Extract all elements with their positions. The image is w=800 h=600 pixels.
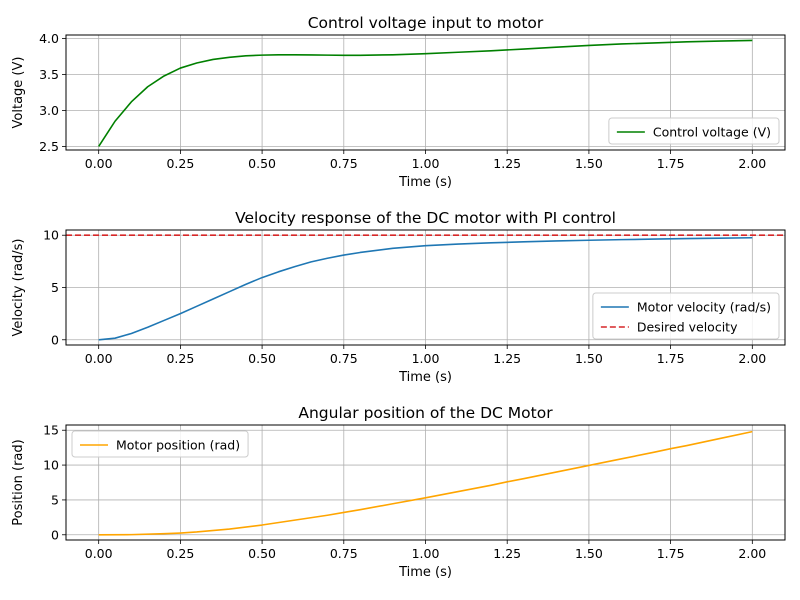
x-tick-label: 0.25 xyxy=(166,546,194,561)
x-tick-label: 0.50 xyxy=(248,351,276,366)
x-axis-label: Time (s) xyxy=(398,370,452,385)
x-tick-label: 0.25 xyxy=(166,156,194,171)
position-chart-panel: Angular position of the DC Motor Time (s… xyxy=(11,404,786,580)
series-line-0 xyxy=(98,236,753,341)
x-axis-label: Time (s) xyxy=(398,565,452,580)
x-tick-label: 1.25 xyxy=(493,156,521,171)
series-line-0 xyxy=(98,430,753,536)
x-tick-label: 1.00 xyxy=(412,546,440,561)
legend: Motor position (rad) xyxy=(71,430,249,458)
x-tick-label: 1.75 xyxy=(657,351,685,366)
legend-entry-motor-position: Motor position (rad) xyxy=(80,438,240,453)
legend-entry-desired-velocity: Desired velocity xyxy=(600,320,738,335)
legend-box xyxy=(592,292,780,340)
x-tick-label: 1.50 xyxy=(575,351,603,366)
x-tick-label: 2.00 xyxy=(738,546,766,561)
y-axis-label: Velocity (rad/s) xyxy=(11,239,26,337)
chart-title: Control voltage input to motor xyxy=(308,14,544,32)
x-tick-label: 1.50 xyxy=(575,156,603,171)
x-tick-label: 0.75 xyxy=(330,351,358,366)
y-tick-label: 5 xyxy=(51,280,59,295)
x-tick-label: 1.00 xyxy=(412,156,440,171)
x-tick-label: 1.75 xyxy=(657,156,685,171)
series-line-0 xyxy=(98,39,753,147)
x-tick-label: 1.75 xyxy=(657,546,685,561)
x-tick-label: 0.25 xyxy=(166,351,194,366)
legend: Motor velocity (rad/s) Desired velocity xyxy=(592,292,780,340)
legend-box xyxy=(71,430,249,458)
y-tick-label: 10 xyxy=(43,458,59,473)
x-axis-label: Time (s) xyxy=(398,175,452,190)
y-tick-label: 15 xyxy=(43,423,59,438)
x-tick-label: 0.75 xyxy=(330,156,358,171)
y-tick-label: 4.0 xyxy=(39,31,59,46)
legend-label: Motor position (rad) xyxy=(116,438,240,453)
x-tick-label: 0.50 xyxy=(248,156,276,171)
legend-entry-control-voltage: Control voltage (V) xyxy=(616,125,771,140)
legend-label: Motor velocity (rad/s) xyxy=(637,300,771,315)
x-tick-label: 2.00 xyxy=(738,156,766,171)
x-tick-label: 0.00 xyxy=(85,351,113,366)
y-tick-label: 2.5 xyxy=(39,139,59,154)
x-tick-label: 1.00 xyxy=(412,351,440,366)
x-tick-label: 2.00 xyxy=(738,351,766,366)
legend-label: Control voltage (V) xyxy=(653,125,771,140)
legend-entry-motor-velocity: Motor velocity (rad/s) xyxy=(600,300,771,315)
x-tick-label: 0.00 xyxy=(85,546,113,561)
x-tick-label: 0.00 xyxy=(85,156,113,171)
y-tick-label: 5 xyxy=(51,492,59,507)
legend-box xyxy=(608,117,780,145)
y-tick-label: 0 xyxy=(51,332,59,347)
velocity-chart-panel: Velocity response of the DC motor with P… xyxy=(11,209,786,385)
x-tick-label: 1.50 xyxy=(575,546,603,561)
x-tick-label: 1.25 xyxy=(493,546,521,561)
x-tick-label: 1.25 xyxy=(493,351,521,366)
y-tick-label: 10 xyxy=(43,228,59,243)
legend-label: Desired velocity xyxy=(637,320,738,335)
x-tick-label: 0.75 xyxy=(330,546,358,561)
y-tick-label: 3.5 xyxy=(39,67,59,82)
voltage-chart-panel: Control voltage input to motor Time (s) … xyxy=(11,14,786,190)
y-tick-label: 3.0 xyxy=(39,103,59,118)
chart-title: Angular position of the DC Motor xyxy=(298,404,553,422)
y-tick-label: 0 xyxy=(51,527,59,542)
x-tick-label: 0.50 xyxy=(248,546,276,561)
y-axis-label: Position (rad) xyxy=(11,439,26,525)
legend: Control voltage (V) xyxy=(608,117,780,145)
y-axis-label: Voltage (V) xyxy=(11,57,26,129)
chart-title: Velocity response of the DC motor with P… xyxy=(235,209,616,227)
